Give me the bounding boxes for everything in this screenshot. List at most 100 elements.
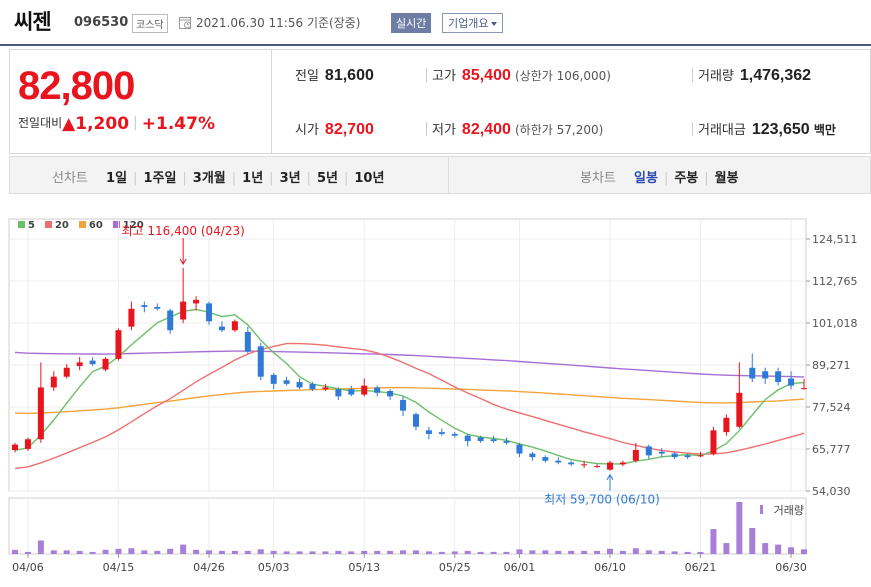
candle-body — [167, 310, 174, 331]
candle-body — [425, 430, 432, 434]
candle-body — [193, 299, 200, 304]
prev-close-cell: 전일 81,600 — [295, 65, 374, 85]
candle-body — [283, 380, 290, 384]
low-arrow-head — [606, 473, 614, 480]
line-period-tab-6[interactable]: 10년 — [354, 171, 385, 186]
candle-body — [581, 464, 588, 466]
volume-bar — [710, 529, 717, 554]
candle-body — [24, 439, 31, 449]
legend-item-ma5: 5 — [18, 220, 35, 231]
amount-label: 거래대금 — [698, 123, 746, 138]
volume-bar — [12, 549, 18, 554]
candle-body — [736, 392, 743, 427]
tab-divider: | — [133, 171, 138, 186]
volume-bar — [568, 550, 575, 554]
high-label: 고가 — [432, 69, 456, 84]
candle-body — [89, 360, 96, 365]
line-period-tab-1[interactable]: 1주일 — [143, 171, 177, 186]
volume-bar — [801, 549, 807, 554]
line-period-tab-0[interactable]: 1일 — [106, 171, 128, 186]
line-period-tab-2[interactable]: 3개월 — [192, 171, 226, 186]
volume-bar — [645, 550, 652, 554]
cell-divider — [692, 122, 693, 136]
candle-period-tab-2[interactable]: 월봉 — [714, 171, 739, 186]
company-info-label: 기업개요 — [448, 17, 489, 30]
volume-bar — [775, 544, 782, 554]
open-label: 시가 — [295, 123, 319, 138]
candle-body — [503, 441, 510, 443]
candle-body — [115, 330, 122, 359]
candle-body — [594, 466, 601, 468]
line-period-tab-4[interactable]: 3년 — [279, 171, 301, 186]
volume-bar — [594, 550, 601, 554]
legend-label: 20 — [54, 220, 69, 231]
candle-period-tab-0[interactable]: 일봉 — [634, 171, 658, 186]
candle-body — [50, 376, 57, 388]
candle-period-tab-1[interactable]: 주봉 — [674, 171, 699, 186]
x-tick-label: 06/21 — [685, 561, 717, 574]
candle-body — [400, 399, 407, 411]
volume-bar — [89, 551, 96, 554]
low-annotation-label: 최저 59,700 (06/10) — [544, 493, 660, 507]
volume-label: 거래량 — [774, 504, 804, 517]
cell-divider — [426, 122, 427, 136]
volume-bar — [503, 551, 510, 554]
candle-body — [671, 453, 678, 458]
volume-bar — [555, 550, 562, 554]
y-tick-label: 89,271 — [812, 359, 851, 372]
volume-bar — [723, 543, 730, 554]
volume-bar — [400, 550, 407, 554]
high-value: 85,400 — [461, 67, 511, 84]
candle-body — [102, 358, 109, 370]
volume-bar — [154, 550, 161, 554]
volume-bar — [374, 550, 381, 554]
tab-divider: | — [182, 171, 187, 186]
market-badge: 코스닥 — [132, 14, 168, 33]
candle-body — [542, 457, 549, 461]
ma20-line — [14, 342, 805, 470]
header-divider — [0, 44, 871, 46]
line-period-tab-5[interactable]: 5년 — [316, 171, 338, 186]
candle-body — [619, 462, 626, 465]
current-price-box: 82,800 전일대비▲1,200 | +1.47% — [10, 50, 272, 153]
change-percent: +1.47% — [141, 114, 215, 134]
volume-bar — [438, 551, 445, 554]
upper-limit: (상한가 106,000) — [515, 69, 611, 83]
volume-bar — [361, 550, 368, 554]
candle-body — [374, 387, 381, 393]
volume-bar — [477, 551, 484, 554]
change-label: 전일대비 — [18, 116, 63, 130]
lower-limit: (하한가 57,200) — [515, 123, 604, 137]
line-period-tab-3[interactable]: 1년 — [242, 171, 264, 186]
volume-bar — [425, 551, 432, 554]
candle-body — [270, 374, 277, 384]
company-info-dropdown[interactable]: 기업개요 — [442, 13, 504, 33]
x-tick-label: 05/03 — [258, 561, 290, 574]
price-chart[interactable]: 124,511 112,765 101,018 89,271 77,524 65,777 5… — [0, 212, 871, 587]
up-arrow-icon: ▲ — [62, 114, 76, 134]
volume-cell: 거래량 1,476,362 — [698, 65, 811, 85]
realtime-button[interactable]: 실시간 — [391, 13, 432, 33]
candle-body — [257, 346, 264, 377]
low-value: 82,400 — [461, 121, 511, 138]
volume-bar — [348, 551, 355, 554]
y-tick-label: 77,524 — [812, 401, 851, 414]
amount-value: 123,650 — [751, 121, 810, 138]
price-change: 전일대비▲1,200 | +1.47% — [18, 114, 215, 134]
candle-body — [128, 308, 135, 327]
y-tick-label: 65,777 — [812, 443, 851, 456]
cell-divider — [692, 68, 693, 82]
tab-divider: | — [231, 171, 237, 186]
x-tick-label: 05/25 — [439, 561, 471, 574]
x-tick-label: 04/06 — [12, 561, 44, 574]
clock-icon — [179, 17, 191, 29]
open-cell: 시가 82,700 — [295, 119, 374, 139]
volume-bar — [581, 550, 588, 554]
ma120-line — [14, 350, 805, 378]
candle-body — [801, 388, 807, 390]
tab-divider: | — [306, 171, 311, 186]
line-chart-title: 선차트 — [52, 171, 88, 186]
candle-body — [555, 460, 562, 463]
volume-bar — [387, 550, 394, 554]
volume-bar — [102, 549, 109, 554]
